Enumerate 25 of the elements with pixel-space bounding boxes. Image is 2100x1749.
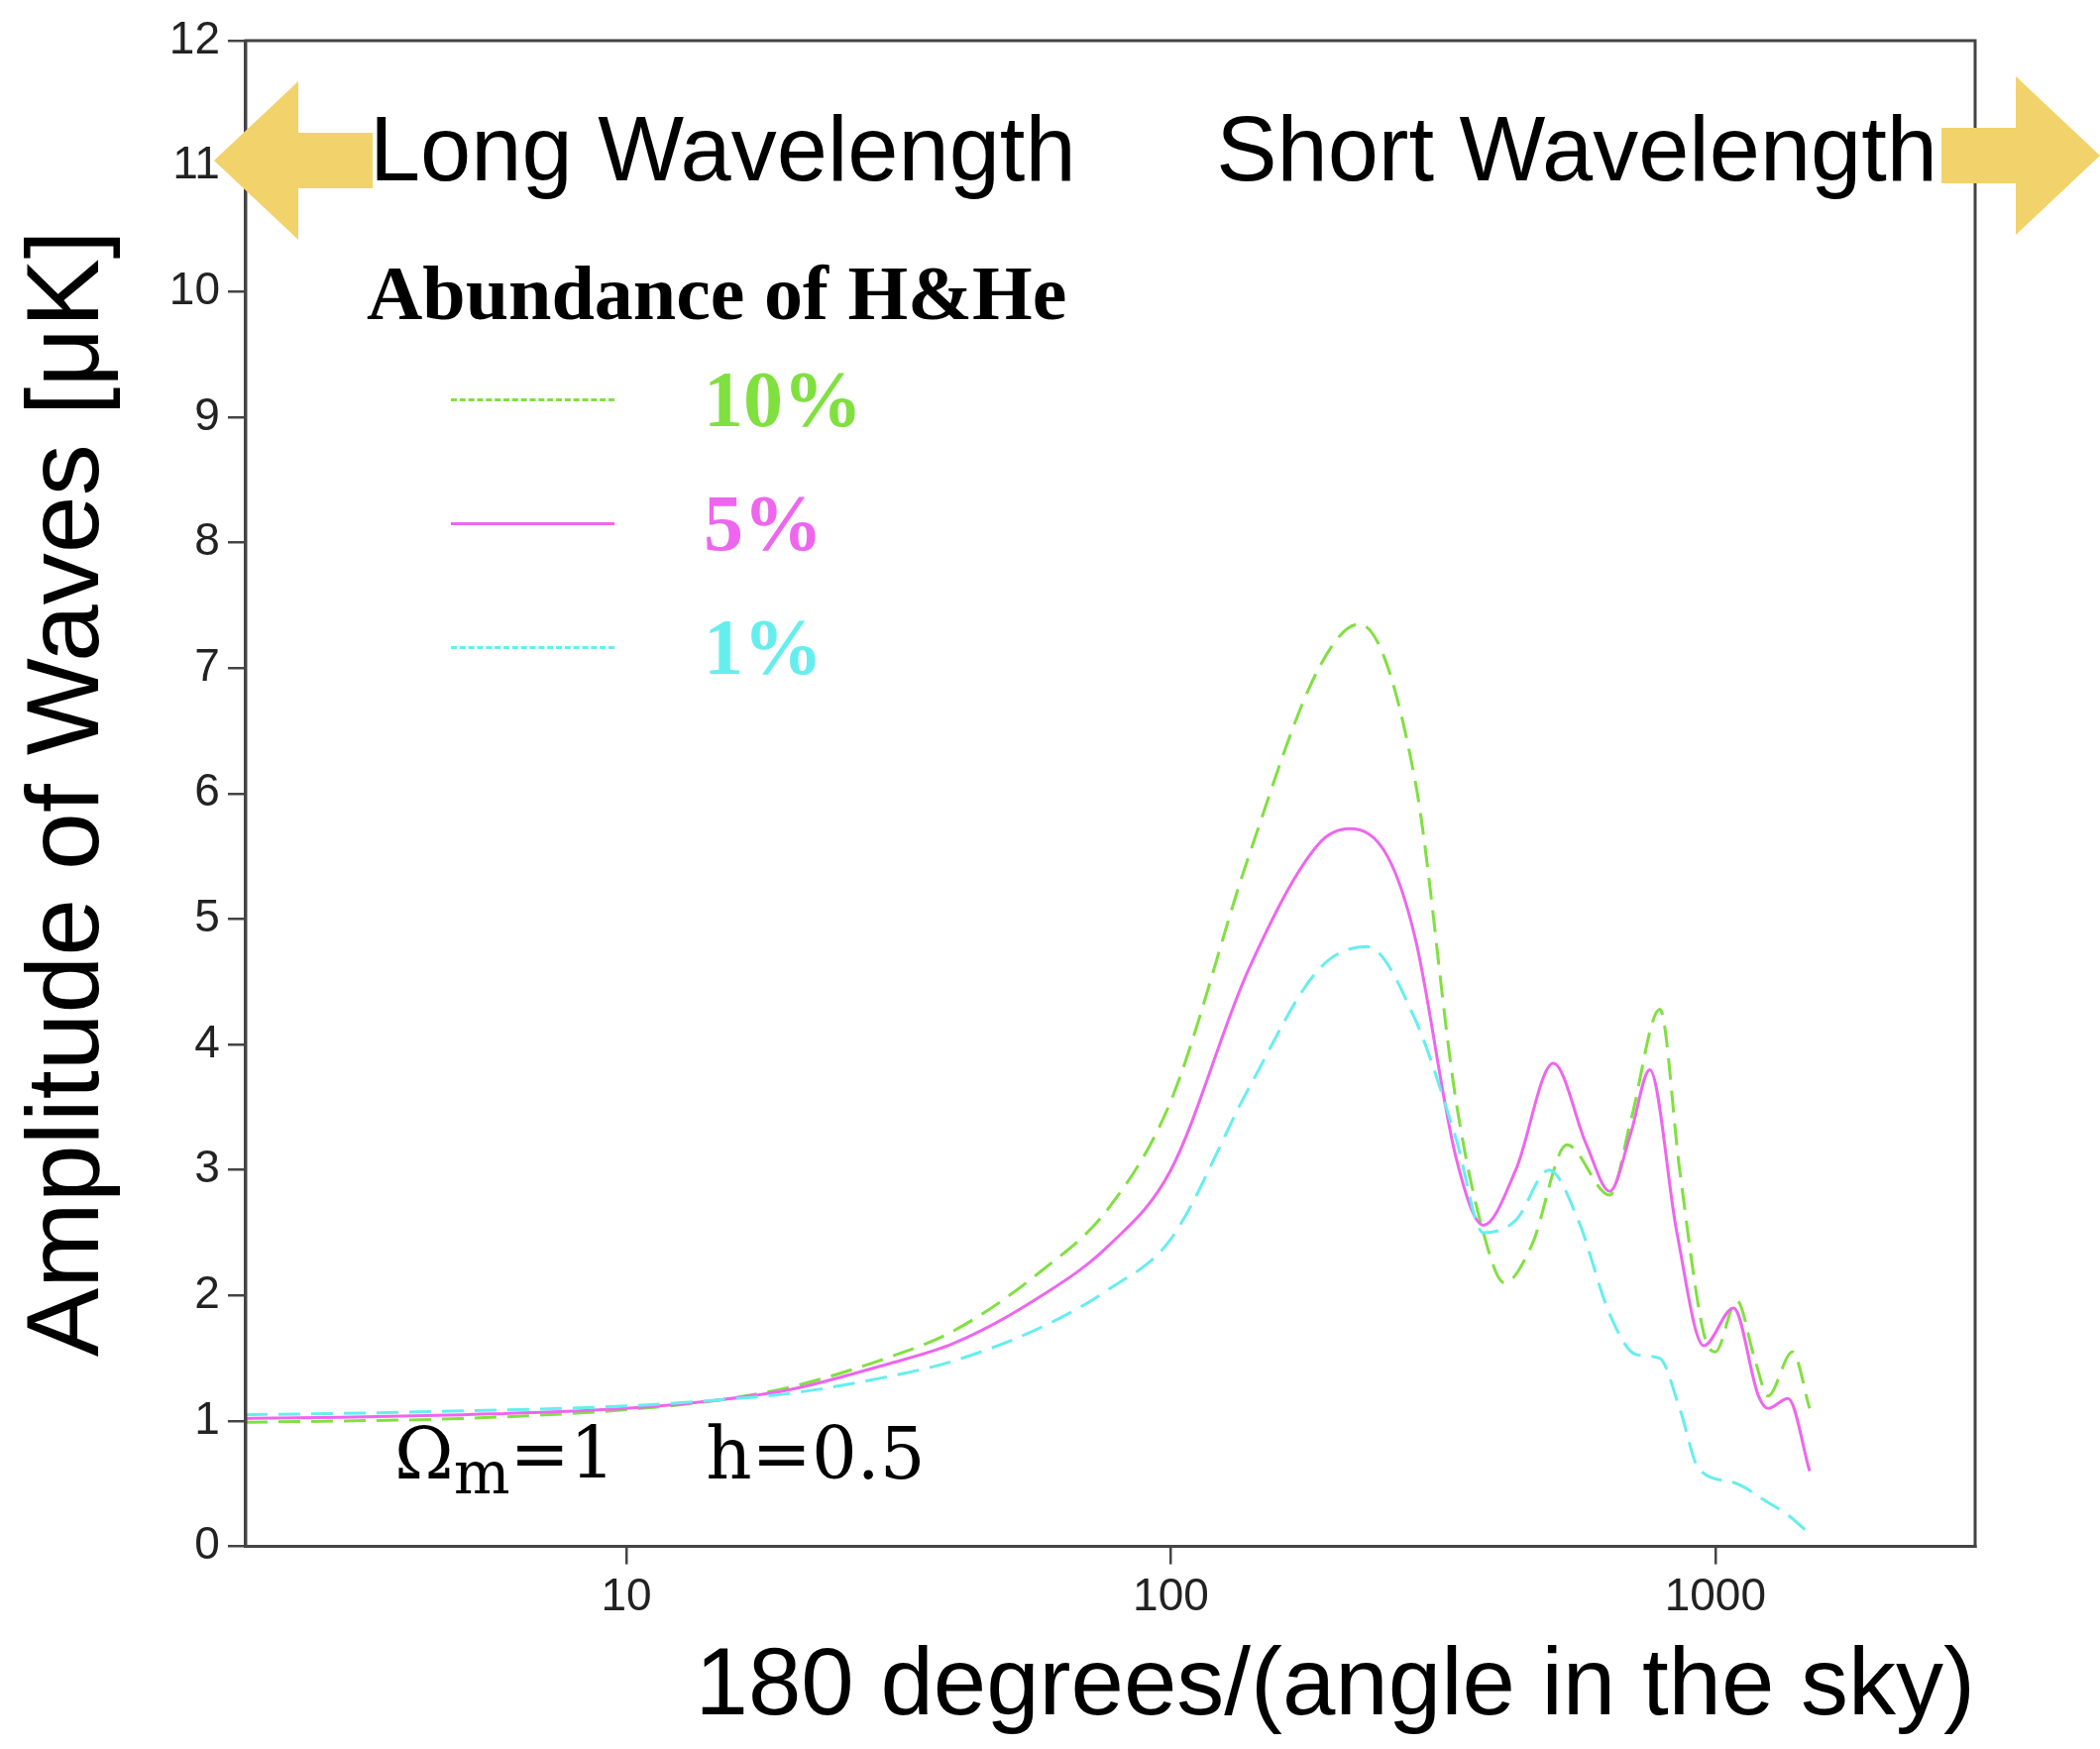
x-tick-label: 100 xyxy=(1133,1568,1209,1620)
y-tick-label: 2 xyxy=(194,1266,220,1319)
y-tick-label: 7 xyxy=(194,638,220,691)
y-tick-label: 8 xyxy=(194,513,220,566)
x-tick-label: 1000 xyxy=(1664,1568,1767,1620)
y-tick-label: 0 xyxy=(194,1517,220,1570)
x-axis-title: 180 degrees/(angle in the sky) xyxy=(695,1627,1975,1734)
y-tick-label: 4 xyxy=(194,1015,220,1067)
y-tick-label: 5 xyxy=(194,890,220,942)
y-tick-label: 6 xyxy=(194,764,220,817)
legend-label: 1% xyxy=(703,602,823,693)
y-tick-label: 12 xyxy=(168,11,220,63)
x-tick-label: 10 xyxy=(601,1568,652,1620)
annotation: Short Wavelength xyxy=(1216,98,1937,199)
y-axis-title: Amplitude of Waves [μK] xyxy=(5,230,121,1358)
y-tick-label: 3 xyxy=(194,1141,220,1193)
y-tick-label: 11 xyxy=(172,137,220,189)
annotation: Ω$_{m}$=1 h=0.5 xyxy=(393,1411,926,1507)
legend-label: 5% xyxy=(703,479,823,569)
annotation: Long Wavelength xyxy=(369,98,1076,199)
legend-title: Abundance of H&He xyxy=(366,249,1067,338)
legend-label: 10% xyxy=(703,355,862,445)
y-tick-label: 1 xyxy=(194,1391,220,1444)
y-tick-label: 10 xyxy=(168,262,220,314)
y-tick-label: 9 xyxy=(194,387,220,440)
